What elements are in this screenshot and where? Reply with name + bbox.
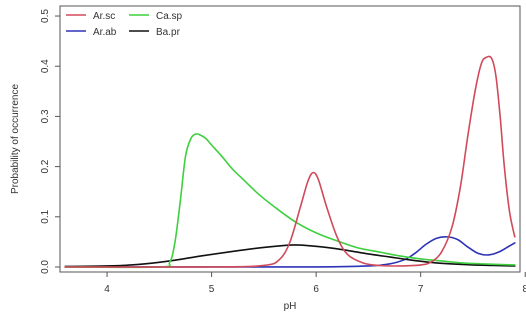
x-tick-label: 5 <box>209 284 215 295</box>
legend: Ar.sc Ar.ab Ca.sp Ba.pr <box>66 11 183 38</box>
y-tick-label: 0.2 <box>40 159 51 173</box>
series-line-ar-ab <box>64 236 516 268</box>
x-tick-label: 8 <box>522 284 526 295</box>
x-tick-label: 4 <box>104 284 110 295</box>
x-tick-label: 6 <box>313 284 319 295</box>
x-tick-label: 7 <box>418 284 424 295</box>
legend-label-ar-ab: Ar.ab <box>93 27 117 38</box>
legend-label-ba-pr: Ba.pr <box>156 27 181 38</box>
y-tick-label: 0.0 <box>40 260 51 274</box>
series-line-ba-pr <box>64 244 516 268</box>
legend-label-ar-sc: Ar.sc <box>93 11 115 22</box>
y-axis-title: Probability of occurrence <box>10 84 21 194</box>
series-line-ca-sp <box>64 133 516 269</box>
series-layer <box>64 55 516 269</box>
x-axis: 4 5 6 7 8 <box>104 272 526 295</box>
y-tick-label: 0.4 <box>40 59 51 73</box>
y-tick-label: 0.5 <box>40 9 51 23</box>
plot-frame <box>59 5 521 273</box>
y-axis: 0.0 0.1 0.2 0.3 0.4 0.5 <box>40 9 60 274</box>
y-tick-label: 0.1 <box>40 209 51 223</box>
x-axis-title: pH <box>284 301 297 312</box>
series-line-ar-sc <box>64 55 516 268</box>
y-tick-label: 0.3 <box>40 109 51 123</box>
legend-label-ca-sp: Ca.sp <box>156 11 183 22</box>
